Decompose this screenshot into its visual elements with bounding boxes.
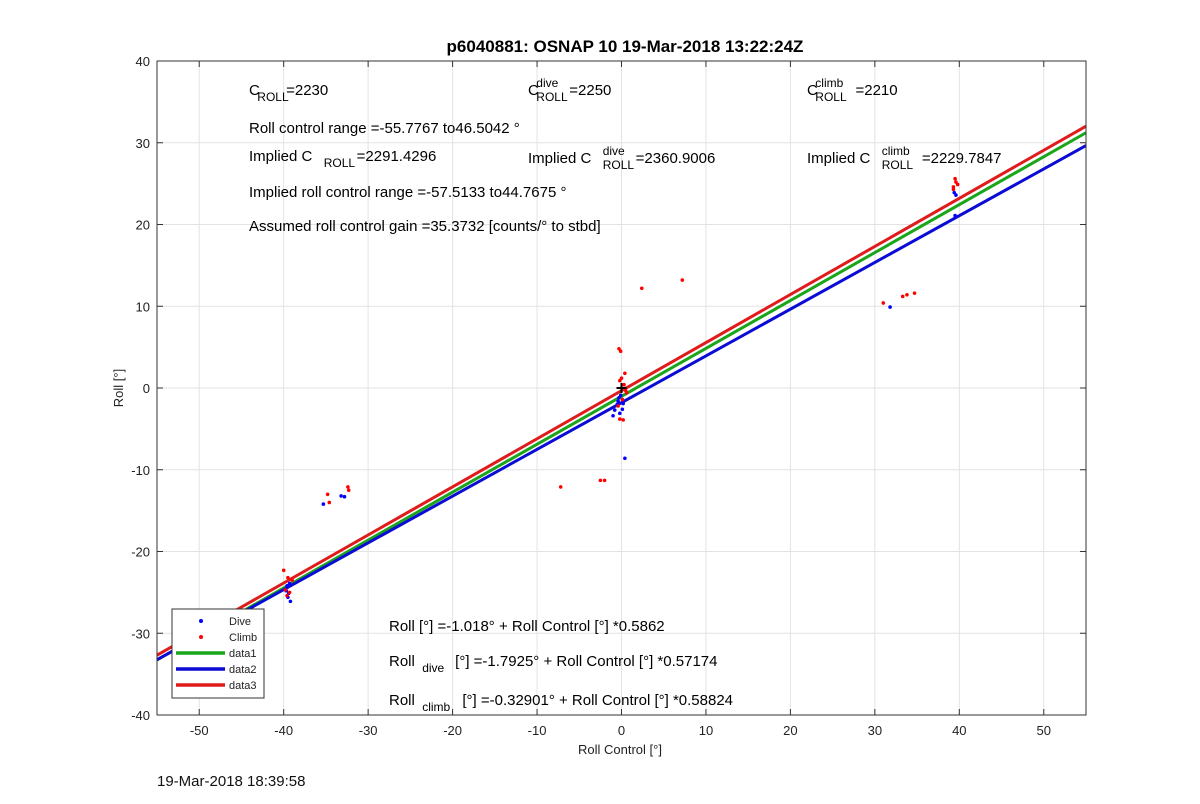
implied-range-label: Implied roll control range =-57.5133 to4… xyxy=(249,184,566,201)
timestamp: 19-Mar-2018 18:39:58 xyxy=(157,773,306,790)
climb-point xyxy=(287,590,292,595)
climb-point xyxy=(881,301,886,305)
legend-marker xyxy=(199,635,203,639)
c-roll-dive-label: Cdive ROLL =2250 xyxy=(528,76,611,104)
roll-gain-label: Assumed roll control gain =35.3732 [coun… xyxy=(249,218,601,235)
chart-title: p6040881: OSNAP 10 19-Mar-2018 13:22:24Z xyxy=(447,37,804,56)
dive-point xyxy=(620,407,625,412)
y-tick-label: -30 xyxy=(131,626,150,641)
x-tick-label: 30 xyxy=(868,723,882,738)
y-tick-label: -40 xyxy=(131,708,150,723)
y-axis-label: Roll [°] xyxy=(111,369,126,407)
y-tick-label: -20 xyxy=(131,545,150,560)
x-axis-label: Roll Control [°] xyxy=(578,742,662,757)
climb-point xyxy=(953,176,957,181)
climb-point xyxy=(290,578,294,582)
climb-point xyxy=(680,278,685,282)
y-tick-label: 20 xyxy=(136,218,150,233)
y-tick-label: 10 xyxy=(136,299,150,314)
y-tick-label: 40 xyxy=(136,54,150,69)
climb-point xyxy=(618,417,622,421)
dive-point xyxy=(339,494,343,498)
dive-point xyxy=(611,413,615,418)
climb-point xyxy=(346,485,350,489)
c-roll-label: CROLL=2230 xyxy=(249,82,328,104)
climb-point xyxy=(912,291,917,295)
climb-point xyxy=(325,492,330,497)
climb-point xyxy=(905,293,909,297)
dive-point xyxy=(342,494,347,499)
x-tick-label: -30 xyxy=(359,723,378,738)
dive-point xyxy=(623,456,627,461)
climb-point xyxy=(623,371,627,376)
climb-point xyxy=(602,478,607,483)
x-tick-label: -50 xyxy=(190,723,209,738)
fit-climb-label: Roll climb [°] =-0.32901° + Roll Control … xyxy=(389,692,733,714)
climb-point xyxy=(621,418,625,422)
legend-marker xyxy=(199,619,203,623)
dive-point xyxy=(952,190,957,195)
dive-point xyxy=(618,393,623,398)
y-tick-label: -10 xyxy=(131,463,150,478)
y-tick-label: 30 xyxy=(136,136,150,151)
x-tick-label: 10 xyxy=(699,723,713,738)
fit-dive-label: Roll dive [°] =-1.7925° + Roll Control [°… xyxy=(389,653,717,675)
climb-point xyxy=(618,349,623,354)
y-tick-label: 0 xyxy=(143,381,150,396)
legend-label: Climb xyxy=(229,632,257,644)
legend-label: data1 xyxy=(229,648,257,660)
dive-point xyxy=(621,401,625,406)
climb-point xyxy=(622,382,626,387)
axes: -50 -40 -30 -20 -10 0 10 20 30 40 50 -40 -30 -20 -10 0 1… xyxy=(131,54,1087,738)
x-tick-label: 50 xyxy=(1037,723,1051,738)
climb-point xyxy=(598,478,603,483)
x-tick-label: -20 xyxy=(443,723,462,738)
climb-point xyxy=(620,397,625,402)
x-tick-label: 40 xyxy=(952,723,966,738)
fit-line-data2 xyxy=(156,144,1087,662)
climb-point xyxy=(286,575,290,580)
climb-point xyxy=(900,294,905,299)
climb-point xyxy=(618,378,622,383)
legend-label: Dive xyxy=(229,616,251,628)
climb-point xyxy=(616,404,620,408)
dive-point xyxy=(287,581,292,586)
legend-label: data2 xyxy=(229,664,257,676)
legend-label: data3 xyxy=(229,680,257,692)
legend: Dive Climb data1 data2 data3 xyxy=(171,608,265,699)
climb-point xyxy=(281,568,286,573)
dive-point xyxy=(321,502,326,506)
dive-point xyxy=(953,213,957,218)
climb-point xyxy=(951,187,956,192)
climb-point xyxy=(285,593,289,598)
data-points xyxy=(199,176,960,623)
dive-point xyxy=(618,411,622,416)
implied-c-roll-label: Implied C ROLL =2291.4296 xyxy=(249,148,436,170)
dive-point xyxy=(616,399,620,403)
c-roll-climb-label: Cclimb ROLL =2210 xyxy=(807,76,898,104)
climb-point xyxy=(624,391,629,395)
climb-point xyxy=(639,286,644,291)
dive-point xyxy=(288,599,293,604)
dive-point xyxy=(285,584,289,588)
dive-point xyxy=(888,305,892,309)
annotations: CROLL=2230 Cdive ROLL =2250 Cclimb ROLL =221… xyxy=(249,76,1002,714)
x-tick-label: 0 xyxy=(618,723,625,738)
roll-control-range-label: Roll control range =-55.7767 to46.5042 ° xyxy=(249,120,520,137)
x-tick-label: -40 xyxy=(274,723,293,738)
climb-point xyxy=(346,488,351,492)
dive-point xyxy=(612,408,617,412)
climb-point xyxy=(955,182,960,187)
climb-point xyxy=(558,485,563,489)
fit-all-label: Roll [°] =-1.018° + Roll Control [°] *0.… xyxy=(389,618,665,635)
x-tick-label: 20 xyxy=(783,723,797,738)
climb-point xyxy=(327,500,332,505)
climb-point xyxy=(283,588,288,592)
x-tick-label: -10 xyxy=(528,723,547,738)
